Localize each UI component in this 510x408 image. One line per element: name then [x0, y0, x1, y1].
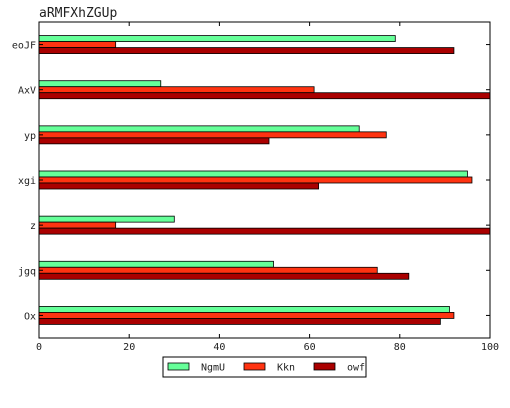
bar-jgq-owf [39, 273, 409, 279]
x-tick-label: 0 [36, 342, 42, 353]
bar-z-Kkn [39, 222, 116, 228]
bars-layer [39, 36, 490, 325]
y-tick-label: eoJF [12, 41, 36, 52]
bar-Ox-Kkn [39, 312, 454, 318]
y-tick-label: Ox [24, 311, 36, 322]
bar-Ox-NgmU [39, 306, 449, 312]
bar-yp-Kkn [39, 132, 386, 138]
bar-xgi-owf [39, 183, 319, 189]
x-tick-label: 40 [213, 342, 225, 353]
bar-yp-NgmU [39, 126, 359, 132]
legend-label-NgmU: NgmU [201, 363, 225, 374]
legend: NgmU Kkn owf [163, 357, 366, 377]
x-tick-label: 80 [394, 342, 406, 353]
y-tick-label: AxV [18, 86, 36, 97]
x-tick-label: 60 [304, 342, 316, 353]
x-tick-label: 20 [123, 342, 135, 353]
legend-label-Kkn: Kkn [277, 363, 295, 374]
y-tick-label: jgq [18, 266, 36, 277]
bar-yp-owf [39, 138, 269, 144]
y-tick-label: yp [24, 131, 36, 142]
bar-xgi-Kkn [39, 177, 472, 183]
legend-swatch-owf [314, 363, 335, 370]
legend-swatch-NgmU [168, 363, 189, 370]
bar-z-NgmU [39, 216, 174, 222]
legend-swatch-Kkn [244, 363, 265, 370]
y-tick-label: xgi [18, 176, 36, 187]
bar-AxV-NgmU [39, 81, 161, 87]
bar-z-owf [39, 228, 490, 234]
bar-jgq-Kkn [39, 267, 377, 273]
legend-label-owf: owf [347, 363, 365, 374]
bar-jgq-NgmU [39, 261, 274, 267]
bar-eoJF-Kkn [39, 42, 116, 48]
y-tick-label: z [30, 221, 36, 232]
x-tick-label: 100 [481, 342, 499, 353]
bar-xgi-NgmU [39, 171, 467, 177]
chart-title: aRMFXhZGUp [39, 6, 117, 21]
bar-Ox-owf [39, 318, 440, 324]
bar-eoJF-NgmU [39, 36, 395, 42]
bar-AxV-owf [39, 93, 490, 99]
bar-AxV-Kkn [39, 87, 314, 93]
bar-eoJF-owf [39, 48, 454, 54]
